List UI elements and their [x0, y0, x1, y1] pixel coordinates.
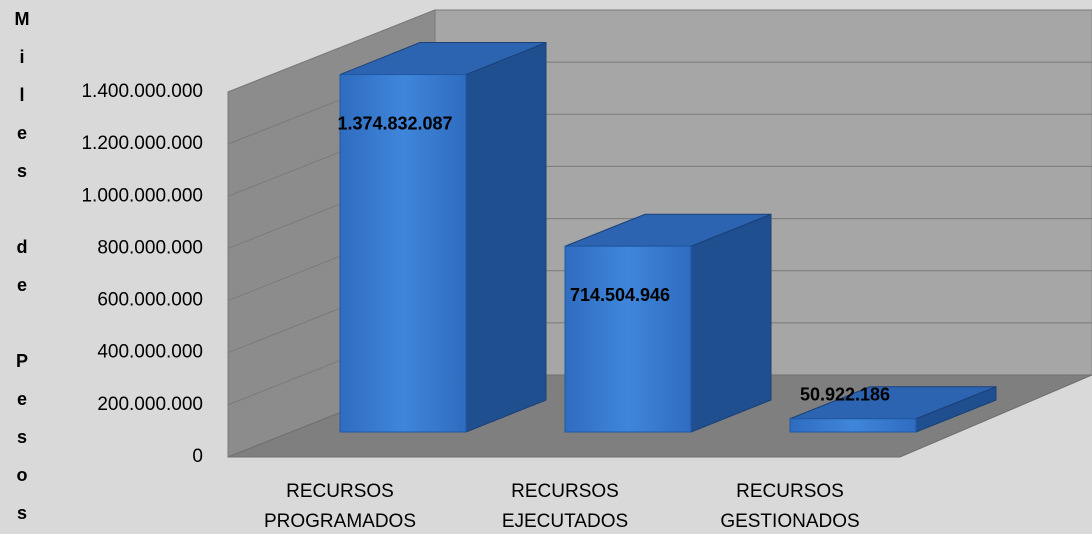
y-tick-label: 800.000.000 [97, 237, 203, 258]
y-axis-label-char: e [17, 389, 27, 409]
data-label: 50.922.186 [800, 385, 890, 405]
y-axis-label-char: i [19, 47, 24, 67]
y-axis-label-char: M [15, 9, 30, 29]
y-axis-label-char: s [17, 161, 27, 181]
bar-side [465, 41, 547, 433]
x-tick-label: RECURSOS EJECUTADOS [502, 481, 628, 532]
y-axis-label-char: d [17, 237, 28, 257]
y-tick-label: 200.000.000 [97, 394, 203, 415]
y-axis-label-char [19, 199, 24, 219]
data-label: 1.374.832.087 [337, 113, 452, 133]
y-tick-label: 0 [192, 446, 203, 467]
x-tick-label-line: RECURSOS [511, 481, 619, 502]
bar [564, 245, 692, 433]
y-axis-label-char: e [17, 275, 27, 295]
x-tick-label-line: EJECUTADOS [502, 511, 628, 532]
data-label: 714.504.946 [570, 285, 670, 305]
x-tick-label-line: PROGRAMADOS [264, 511, 416, 532]
bar [789, 418, 917, 433]
y-tick-label: 1.400.000.000 [81, 81, 203, 102]
y-axis-label-char: e [17, 123, 27, 143]
x-tick-label-line: GESTIONADOS [720, 511, 859, 532]
bar-side [690, 213, 772, 433]
y-axis-label-char [19, 313, 24, 333]
y-tick-label: 1.000.000.000 [81, 185, 203, 206]
y-tick-label: 400.000.000 [97, 342, 203, 363]
y-axis-label-char: l [19, 85, 24, 105]
y-axis-label-char: s [17, 503, 27, 523]
x-tick-label: RECURSOS PROGRAMADOS [264, 481, 416, 532]
y-axis-label-char: P [16, 351, 28, 371]
y-tick-label: 600.000.000 [97, 290, 203, 311]
grid-line [227, 9, 1092, 93]
x-tick-label-line: RECURSOS [736, 481, 844, 502]
x-tick-label: RECURSOS GESTIONADOS [720, 481, 859, 532]
y-tick-label: 1.200.000.000 [81, 133, 203, 154]
y-axis-label-char: o [17, 465, 28, 485]
y-axis-label-char: s [17, 427, 27, 447]
x-tick-label-line: RECURSOS [286, 481, 394, 502]
bar [339, 74, 467, 433]
